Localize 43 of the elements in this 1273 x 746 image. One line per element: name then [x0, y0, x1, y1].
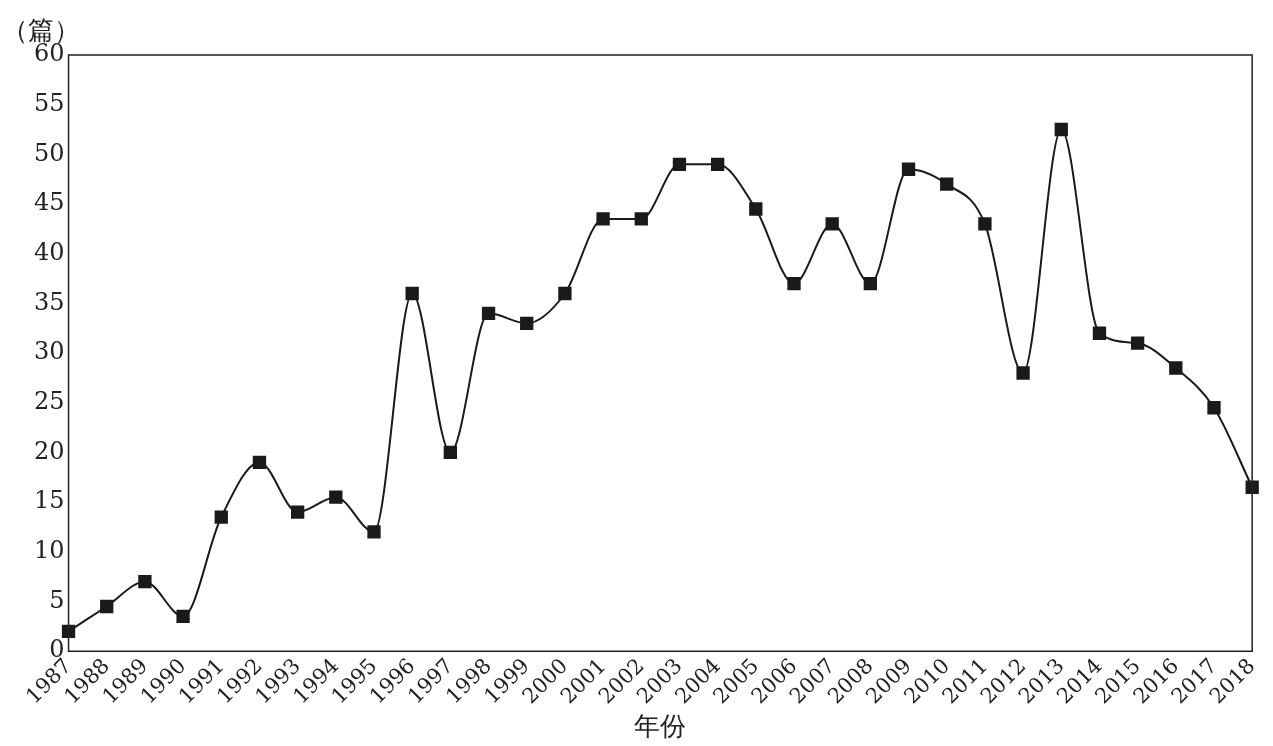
y-tick-label: 5 [49, 585, 65, 614]
point [520, 316, 534, 330]
point [290, 505, 305, 519]
y-tick-label: 40 [33, 237, 65, 266]
y-tick-label: 50 [33, 138, 65, 167]
point [901, 162, 916, 176]
point [405, 286, 419, 301]
point [329, 490, 343, 504]
y-tick-label: 20 [33, 436, 65, 465]
point [252, 455, 267, 470]
point [138, 574, 152, 589]
point [634, 212, 648, 226]
point [214, 510, 228, 524]
point [710, 157, 725, 171]
point [787, 276, 801, 291]
point [749, 202, 763, 216]
y-tick-label: 25 [33, 387, 65, 416]
point [61, 624, 76, 638]
y-tick-label: 30 [33, 337, 65, 366]
point [596, 212, 610, 226]
point [940, 177, 954, 191]
point [825, 217, 839, 231]
y-tick-label: 10 [33, 536, 65, 565]
point [863, 276, 878, 291]
point [1092, 326, 1107, 340]
point [100, 599, 114, 614]
point [1207, 401, 1221, 415]
point [558, 286, 572, 301]
y-tick-label: 35 [33, 287, 65, 316]
point [1130, 336, 1145, 350]
point [443, 445, 458, 460]
point [1169, 361, 1183, 375]
point [481, 306, 496, 321]
point [978, 217, 992, 231]
point [1016, 366, 1030, 380]
point [1054, 122, 1068, 137]
x-axis-title: 年份 [634, 711, 687, 742]
y-tick-label: 55 [33, 88, 65, 117]
y-tick-label: 15 [33, 486, 65, 515]
point [367, 525, 381, 539]
y-tick-label: 45 [33, 188, 65, 217]
point [672, 157, 687, 171]
point [176, 609, 190, 624]
